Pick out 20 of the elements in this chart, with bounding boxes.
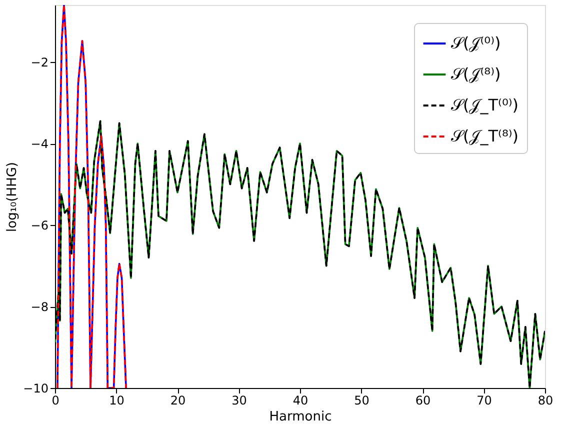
y-tick-label: −10 <box>23 382 48 396</box>
legend-label: 𝒮(𝒥⁽⁰⁾) <box>451 34 501 52</box>
x-tick-label: 20 <box>170 394 186 408</box>
legend-label: 𝒮(𝒥_T⁽⁸⁾) <box>451 126 519 146</box>
x-tick-label: 30 <box>232 394 247 408</box>
y-tick-label: −8 <box>30 300 48 314</box>
legend-label: 𝒮(𝒥⁽⁸⁾) <box>451 64 501 84</box>
x-tick-label: 10 <box>109 394 124 408</box>
y-tick-label: −4 <box>30 137 48 152</box>
y-tick-label: −6 <box>30 218 48 233</box>
x-tick-label: 60 <box>415 394 431 408</box>
legend-label: 𝒮(𝒥_T⁽⁰⁾) <box>451 96 519 114</box>
x-tick-label: 40 <box>292 394 308 408</box>
x-tick-label: 70 <box>476 394 492 408</box>
y-tick-label: −2 <box>30 56 48 70</box>
x-tick-label: 50 <box>354 394 370 408</box>
y-axis-title: log₁₀(HHG) <box>5 162 20 232</box>
x-axis-title: Harmonic <box>269 410 332 424</box>
x-tick-label: 80 <box>538 394 554 408</box>
x-tick-label: 0 <box>52 394 60 408</box>
